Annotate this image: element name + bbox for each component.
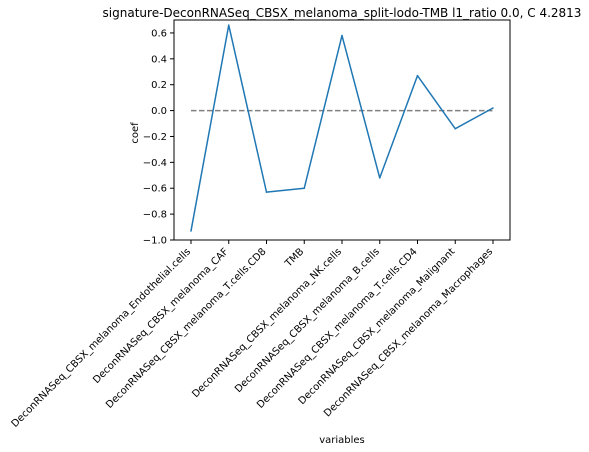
data-point	[228, 24, 230, 26]
y-axis-label: coef	[130, 122, 141, 144]
y-tick-label: −1.0	[143, 236, 167, 247]
data-point	[492, 107, 494, 109]
chart-title: signature-DeconRNASeq_CBSX_melanoma_spli…	[103, 6, 582, 20]
x-axis-ticks: DeconRNASeq_CBSX_melanoma_Endothelial.ce…	[10, 240, 495, 430]
x-tick-label: TMB	[283, 246, 307, 270]
data-point	[379, 177, 381, 179]
data-point	[416, 74, 419, 77]
data-point	[303, 187, 305, 189]
y-tick-label: −0.4	[143, 158, 167, 169]
y-tick-label: −0.6	[143, 184, 167, 195]
coefficient-line	[190, 24, 494, 232]
x-axis-label: variables	[319, 435, 365, 446]
y-tick-label: −0.2	[143, 132, 167, 143]
data-point	[265, 191, 268, 193]
y-tick-label: 0.6	[151, 28, 167, 39]
data-points	[190, 24, 494, 232]
data-point	[454, 127, 456, 130]
y-tick-label: 0.0	[151, 106, 167, 117]
plot-area-frame	[173, 19, 511, 241]
x-tick-label: DeconRNASeq_CBSX_melanoma_T.cells.CD4	[255, 246, 420, 411]
y-tick-label: 0.4	[151, 54, 167, 65]
x-tick-label: DeconRNASeq_CBSX_melanoma_Endothelial.ce…	[10, 246, 194, 430]
y-tick-label: −0.8	[143, 210, 167, 221]
y-tick-label: 0.2	[151, 80, 167, 91]
data-point	[341, 34, 343, 37]
x-tick-label: DeconRNASeq_CBSX_melanoma_CAF	[91, 246, 231, 386]
y-axis-ticks: −1.0 −0.8 −0.6 −0.4 −0.2 0.0 0.2 0.4 0.6	[143, 28, 174, 247]
data-point	[190, 230, 192, 232]
